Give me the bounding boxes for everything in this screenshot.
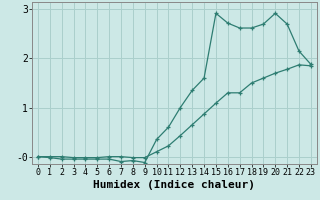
X-axis label: Humidex (Indice chaleur): Humidex (Indice chaleur) [93,180,255,190]
